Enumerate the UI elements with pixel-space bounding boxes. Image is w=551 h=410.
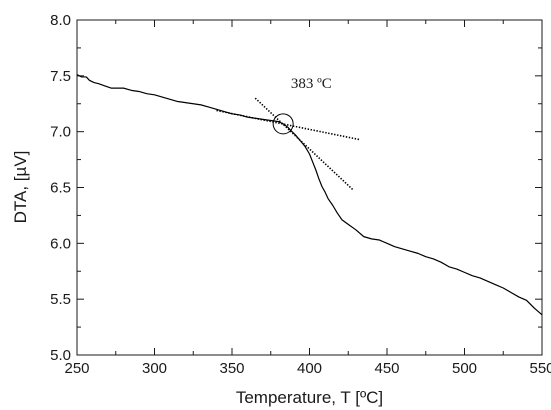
- tangent-line-2: [254, 97, 354, 191]
- x-tick-label: 550: [529, 360, 551, 377]
- tangent-lines: [216, 97, 360, 191]
- axis-tick-labels: 250 300 350 400 450 500 550 5.0 5.5 6.0 6.5 7.0 7.5 8…: [50, 12, 551, 377]
- onset-annotation: 383 ºC: [291, 76, 332, 92]
- x-tick-label: 300: [142, 360, 167, 377]
- x-axis-title: Temperature, T [ºC]: [236, 388, 383, 407]
- y-axis-title: DTA, [µV]: [11, 151, 30, 224]
- x-tick-label: 350: [219, 360, 244, 377]
- dta-curve: [76, 74, 543, 316]
- x-tick-label: 250: [64, 360, 89, 377]
- y-tick-label: 6.0: [50, 235, 71, 252]
- axis-ticks: [76, 19, 543, 356]
- y-tick-label: 5.5: [50, 291, 71, 308]
- onset-marker-circle: [272, 113, 294, 135]
- y-tick-label: 7.0: [50, 124, 71, 141]
- x-tick-label: 450: [374, 360, 399, 377]
- x-tick-label: 500: [452, 360, 477, 377]
- y-tick-label: 5.0: [50, 347, 71, 364]
- plot-frame: [76, 19, 543, 356]
- x-tick-label: 400: [297, 360, 322, 377]
- y-tick-label: 6.5: [50, 180, 71, 197]
- y-tick-label: 8.0: [50, 12, 71, 29]
- y-tick-label: 7.5: [50, 68, 71, 85]
